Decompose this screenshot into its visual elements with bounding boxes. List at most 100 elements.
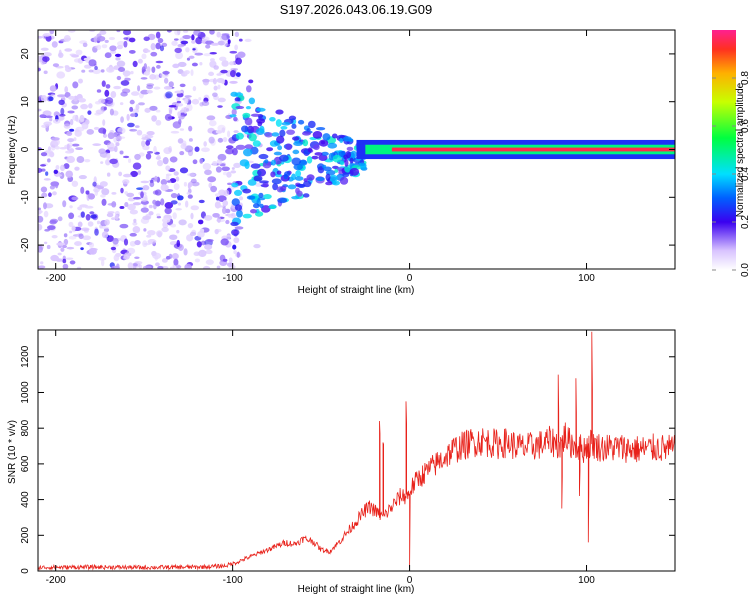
noise-blob bbox=[106, 66, 115, 73]
noise-blob bbox=[196, 241, 202, 248]
noise-blob bbox=[122, 30, 132, 36]
noise-blob bbox=[155, 262, 160, 267]
signal-blob bbox=[271, 132, 280, 137]
signal-blob bbox=[275, 119, 282, 127]
noise-blob bbox=[222, 171, 228, 176]
signal-blob bbox=[244, 117, 253, 126]
noise-blob bbox=[105, 158, 111, 166]
noise-blob bbox=[130, 170, 138, 178]
noise-blob bbox=[206, 115, 216, 121]
noise-blob bbox=[98, 256, 107, 261]
noise-blob bbox=[221, 33, 231, 41]
noise-blob bbox=[130, 113, 136, 117]
noise-blob bbox=[49, 218, 59, 224]
noise-blob bbox=[164, 113, 172, 121]
noise-blob bbox=[114, 210, 120, 217]
noise-blob bbox=[136, 129, 143, 136]
noise-blob bbox=[182, 140, 187, 147]
noise-blob bbox=[102, 133, 108, 138]
noise-blob bbox=[194, 146, 200, 152]
signal-blob bbox=[303, 178, 308, 182]
noise-blob bbox=[160, 184, 168, 192]
noise-blob bbox=[78, 78, 83, 84]
noise-blob bbox=[133, 196, 142, 200]
signal-blob bbox=[248, 133, 257, 142]
noise-blob bbox=[96, 220, 101, 225]
noise-blob bbox=[229, 80, 238, 84]
noise-blob bbox=[186, 234, 194, 242]
noise-blob bbox=[156, 64, 161, 69]
noise-blob bbox=[48, 192, 52, 198]
signal-blob bbox=[327, 142, 338, 149]
noise-blob bbox=[179, 151, 185, 156]
noise-blob bbox=[106, 155, 111, 160]
noise-blob bbox=[185, 47, 190, 53]
noise-blob bbox=[225, 219, 230, 225]
noise-blob bbox=[173, 38, 179, 41]
noise-blob bbox=[89, 211, 95, 215]
signal-blob bbox=[285, 143, 293, 151]
noise-blob bbox=[51, 137, 60, 141]
signal-blob bbox=[231, 147, 238, 156]
noise-blob bbox=[104, 39, 109, 43]
noise-blob bbox=[69, 128, 75, 132]
noise-blob bbox=[115, 252, 122, 257]
noise-blob bbox=[209, 51, 217, 55]
noise-blob bbox=[106, 172, 111, 177]
noise-blob bbox=[65, 150, 73, 154]
noise-blob bbox=[190, 212, 194, 220]
noise-blob bbox=[88, 59, 97, 67]
noise-blob bbox=[113, 135, 118, 143]
noise-blob bbox=[182, 30, 189, 33]
noise-blob bbox=[96, 44, 102, 50]
noise-blob bbox=[111, 192, 117, 195]
colorbar: 0.0 0.2 0.4 0.6 0.8 Normalized spectral ampl… bbox=[712, 30, 750, 277]
signal-blob bbox=[287, 184, 297, 190]
noise-blob bbox=[123, 173, 132, 178]
signal-blob bbox=[269, 116, 276, 122]
noise-blob bbox=[127, 203, 136, 211]
noise-blob bbox=[237, 51, 246, 58]
noise-blob bbox=[45, 115, 53, 119]
signal-blob bbox=[277, 197, 288, 204]
noise-blob bbox=[40, 94, 48, 103]
noise-blob bbox=[197, 230, 205, 238]
noise-blob bbox=[72, 114, 79, 121]
noise-blob bbox=[194, 52, 204, 56]
noise-blob bbox=[92, 68, 101, 75]
colorbar-ticks: 0.0 0.2 0.4 0.6 0.8 bbox=[712, 71, 750, 277]
y-tick-label: 1200 bbox=[20, 345, 31, 368]
noise-blob bbox=[88, 103, 93, 109]
colorbar-tick-label: 0.4 bbox=[740, 167, 750, 181]
noise-blob bbox=[184, 200, 189, 208]
noise-blob bbox=[66, 143, 70, 151]
noise-blob bbox=[199, 62, 203, 66]
noise-blob bbox=[182, 34, 192, 40]
noise-blob bbox=[177, 202, 182, 206]
noise-blob bbox=[190, 205, 200, 211]
noise-blob bbox=[134, 125, 140, 128]
noise-blob bbox=[180, 40, 189, 45]
noise-blob bbox=[176, 229, 180, 234]
noise-blob bbox=[228, 257, 233, 264]
noise-blob bbox=[119, 150, 124, 155]
noise-blob bbox=[87, 221, 94, 227]
noise-blob bbox=[133, 218, 137, 223]
noise-blob bbox=[38, 147, 43, 151]
noise-blob bbox=[104, 52, 112, 59]
noise-blob bbox=[77, 206, 83, 211]
noise-blob bbox=[132, 221, 138, 226]
signal-blob bbox=[259, 180, 269, 184]
noise-blob bbox=[217, 97, 226, 103]
noise-blob bbox=[187, 222, 194, 229]
noise-blob bbox=[66, 131, 73, 137]
noise-blob bbox=[227, 39, 231, 44]
noise-blob bbox=[58, 49, 62, 57]
signal-blob bbox=[312, 131, 323, 139]
snr-series-line bbox=[38, 331, 675, 571]
signal-blob bbox=[307, 120, 316, 129]
noise-blob bbox=[202, 162, 212, 170]
noise-blob bbox=[183, 181, 188, 187]
noise-blob bbox=[216, 216, 221, 223]
noise-blob bbox=[108, 36, 116, 41]
